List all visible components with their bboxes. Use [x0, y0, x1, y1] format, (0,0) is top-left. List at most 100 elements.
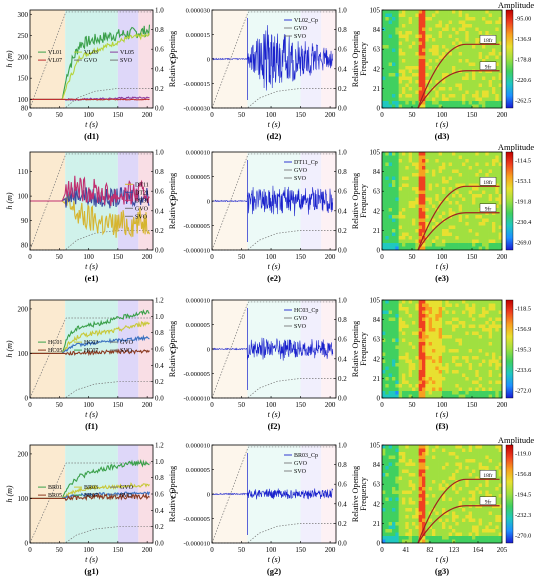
spectrogram-cell [408, 345, 413, 350]
spectrogram-cell [402, 377, 406, 381]
spectrogram-cell [408, 194, 413, 198]
y2-tick-label: 0.0 [155, 540, 164, 548]
spectrogram-cell [478, 155, 483, 160]
spectrogram-cell [472, 197, 476, 202]
spectrogram-cell [475, 169, 479, 174]
spectrogram-cell [485, 335, 489, 339]
spectrogram-cell [458, 204, 463, 209]
spectrogram-cell [415, 335, 419, 339]
spectrogram-cell [388, 370, 393, 374]
spectrogram-cell [492, 490, 496, 495]
spectrogram-cell [402, 445, 406, 449]
spectrogram-cell [385, 83, 389, 88]
spectrogram-cell [455, 190, 459, 195]
spectrogram-cell [438, 197, 443, 202]
y2-tick-label: 0.6 [155, 491, 164, 499]
spectrogram-cell [415, 529, 419, 533]
y-tick-label: 84 [373, 168, 381, 176]
spectrogram-cell [478, 480, 483, 484]
spectrogram-cell [458, 476, 463, 481]
spectrogram-cell [452, 246, 456, 251]
spectrogram-cell [438, 159, 443, 163]
spectrogram-cell [458, 508, 463, 512]
x-axis-label: t (s) [268, 555, 281, 564]
spectrogram-cell [415, 41, 419, 46]
y2-tick-label: 0.8 [338, 26, 347, 34]
spectrogram-cell [438, 87, 443, 91]
spectrogram-cell [495, 508, 499, 512]
spectrogram-cell [485, 363, 489, 367]
spectrogram-cell [472, 69, 476, 74]
spectrogram-cell [482, 373, 486, 378]
spectrogram-cell [408, 59, 413, 63]
spectrogram-cell [402, 62, 406, 67]
spectrogram-cell [475, 387, 479, 392]
spectrogram-cell [432, 69, 436, 74]
spectrogram-cell [405, 303, 409, 308]
spectrogram-cell [498, 331, 503, 336]
spectrogram-cell [395, 215, 399, 219]
spectrogram-cell [465, 476, 469, 481]
spectrogram-cell [455, 532, 459, 537]
spectrogram-cell [432, 55, 436, 60]
spectrogram-cell [382, 494, 386, 498]
spectrogram-cell [498, 239, 503, 244]
spectrogram-cell [382, 190, 386, 195]
spectrogram-cell [402, 455, 406, 460]
spectrogram-cell [495, 211, 499, 216]
spectrogram-cell [425, 366, 429, 371]
spectrogram-cell [385, 101, 389, 105]
spectrogram-cell [422, 45, 426, 49]
spectrogram-cell [478, 525, 483, 530]
spectrogram-cell [448, 387, 453, 392]
spectrogram-cell [448, 391, 453, 395]
spectrogram-cell [485, 94, 489, 98]
spectrogram-cell [462, 338, 466, 343]
spectrogram-cell [495, 473, 499, 477]
spectrogram-cell [398, 335, 403, 339]
spectrogram-cell [468, 455, 473, 460]
spectrogram-cell [432, 20, 436, 25]
spectrogram-cell [408, 359, 413, 364]
spectrogram-cell [418, 394, 423, 399]
spectrogram-cell [432, 342, 436, 346]
spectrogram-cell [382, 483, 386, 488]
spectrogram-cell [445, 363, 449, 367]
spectrogram-cell [398, 194, 403, 198]
spectrogram-cell [468, 246, 473, 251]
cp-series [211, 337, 334, 361]
x-tick-label: 150 [113, 111, 124, 119]
spectrogram-cell [442, 17, 446, 21]
spectrogram-cell [388, 97, 393, 102]
spectrogram-cell [425, 338, 429, 343]
spectrogram-cell [418, 48, 423, 53]
spectrogram-cell [422, 222, 426, 226]
spectrogram-cell [428, 518, 433, 523]
spectrogram-cell [445, 69, 449, 74]
spectrogram-cell [382, 183, 386, 188]
spectrogram-cell [458, 83, 463, 88]
spectrogram-cell [445, 62, 449, 67]
spectrogram-cell [412, 208, 416, 212]
spectrogram-cell [478, 73, 483, 77]
spectrogram-cell [482, 201, 486, 205]
spectrogram-cell [485, 76, 489, 81]
spectrogram-cell [395, 211, 399, 216]
spectrogram-cell [402, 338, 406, 343]
spectrogram-cell [475, 335, 479, 339]
spectrogram-cell [465, 41, 469, 46]
spectrogram-cell [495, 24, 499, 28]
spectrogram-cell [455, 483, 459, 488]
spectrogram-cell [455, 10, 459, 14]
spectrogram-cell [458, 62, 463, 67]
spectrogram-cell [485, 194, 489, 198]
spectrogram-cell [455, 243, 459, 247]
spectrogram-cell [478, 373, 483, 378]
spectrogram-cell [452, 387, 456, 392]
spectrogram-cell [385, 183, 389, 188]
spectrogram-cell [472, 363, 476, 367]
x-tick-label: 50 [56, 253, 64, 261]
spectrogram-cell [495, 27, 499, 32]
spectrogram-cell [438, 529, 443, 533]
y-tick-label: 84 [373, 461, 381, 469]
